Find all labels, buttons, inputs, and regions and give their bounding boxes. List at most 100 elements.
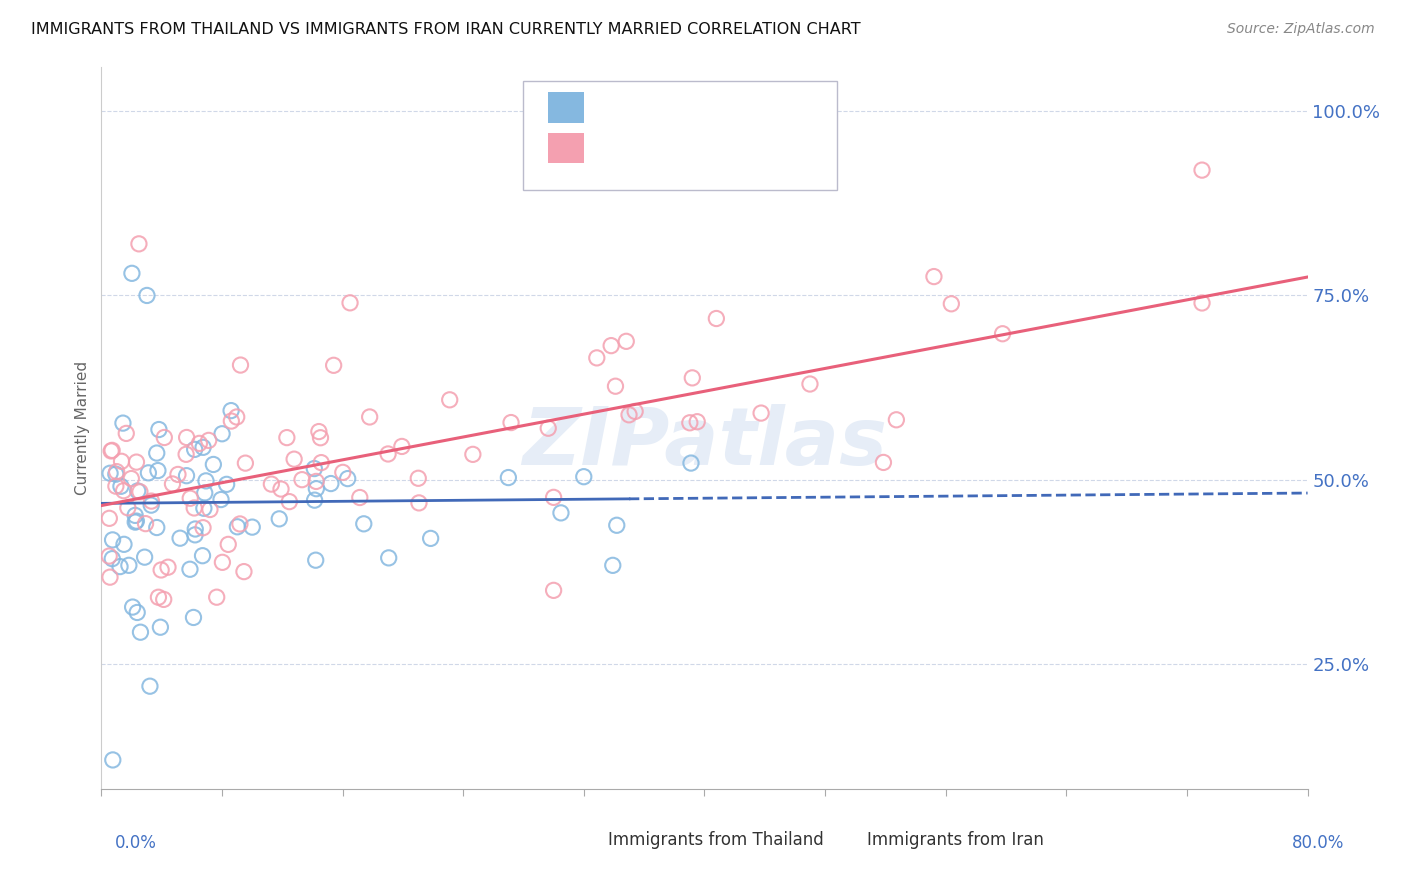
Point [129, 484, 152, 499]
Point [408, 496, 430, 510]
Point [101, 533, 124, 547]
Point [193, 501, 215, 516]
Text: Immigrants from Iran: Immigrants from Iran [868, 831, 1045, 849]
Point [679, 416, 702, 430]
Point [349, 491, 371, 505]
Point [585, 351, 607, 365]
Point [98, 570, 121, 584]
Point [145, 446, 167, 460]
Point [111, 416, 134, 430]
Bar [547, 133, 583, 163]
Point [148, 591, 170, 605]
Point [359, 409, 381, 424]
Point [221, 414, 243, 428]
Bar [547, 92, 583, 122]
Point [209, 492, 232, 507]
Point [149, 620, 172, 634]
Point [176, 430, 198, 444]
Point [104, 479, 127, 493]
Point [183, 442, 205, 457]
Point [184, 522, 207, 536]
Point [600, 338, 623, 352]
Point [276, 431, 298, 445]
Point [305, 475, 328, 489]
Point [291, 473, 314, 487]
Point [305, 482, 328, 496]
Point [136, 288, 159, 302]
Point [198, 502, 221, 516]
Point [205, 591, 228, 605]
Point [174, 447, 197, 461]
Point [304, 493, 326, 508]
Point [141, 498, 163, 512]
Point [128, 236, 150, 251]
Point [191, 440, 214, 454]
Point [602, 558, 624, 573]
Point [98, 511, 121, 525]
Point [617, 408, 640, 422]
Point [98, 467, 121, 481]
Point [139, 679, 162, 693]
Point [319, 476, 342, 491]
Point [211, 426, 233, 441]
Text: R = 0.028   N = 63: R = 0.028 N = 63 [599, 97, 769, 116]
Point [278, 494, 301, 508]
Point [176, 468, 198, 483]
Point [101, 443, 124, 458]
Point [167, 467, 190, 482]
Point [439, 392, 461, 407]
Point [141, 494, 163, 508]
Point [377, 550, 399, 565]
Text: IMMIGRANTS FROM THAILAND VS IMMIGRANTS FROM IRAN CURRENTLY MARRIED CORRELATION C: IMMIGRANTS FROM THAILAND VS IMMIGRANTS F… [31, 22, 860, 37]
Point [941, 297, 963, 311]
Point [184, 528, 207, 542]
Point [606, 518, 628, 533]
Point [191, 549, 214, 563]
Text: R = 0.309   N = 85: R = 0.309 N = 85 [599, 138, 770, 156]
Point [110, 479, 132, 493]
Point [162, 477, 184, 491]
Text: Immigrants from Thailand: Immigrants from Thailand [607, 831, 824, 849]
Point [211, 555, 233, 569]
Point [309, 431, 332, 445]
Point [391, 440, 413, 454]
Point [118, 558, 141, 573]
Bar [565, 826, 599, 855]
Point [922, 269, 945, 284]
Point [146, 520, 169, 534]
Point [1191, 163, 1213, 178]
Point [194, 486, 217, 500]
Point [550, 506, 572, 520]
Point [194, 474, 217, 488]
Point [233, 565, 256, 579]
Point [183, 500, 205, 515]
Point [332, 466, 354, 480]
Point [260, 477, 283, 491]
Point [129, 625, 152, 640]
Point [115, 426, 138, 441]
Point [152, 592, 174, 607]
Point [179, 562, 201, 576]
Point [543, 491, 565, 505]
Point [156, 560, 179, 574]
Point [219, 403, 242, 417]
FancyBboxPatch shape [523, 81, 837, 190]
Point [197, 434, 219, 448]
Text: 80.0%: 80.0% [1292, 834, 1344, 852]
Point [100, 444, 122, 458]
Point [117, 500, 139, 515]
Point [135, 516, 157, 531]
Point [605, 379, 627, 393]
Point [120, 472, 142, 486]
Point [124, 508, 146, 523]
Point [110, 454, 132, 468]
Point [191, 521, 214, 535]
Point [235, 456, 257, 470]
Point [125, 455, 148, 469]
Point [706, 311, 728, 326]
Point [138, 466, 160, 480]
Point [124, 515, 146, 529]
Point [406, 471, 429, 485]
Point [377, 447, 399, 461]
Point [749, 406, 772, 420]
